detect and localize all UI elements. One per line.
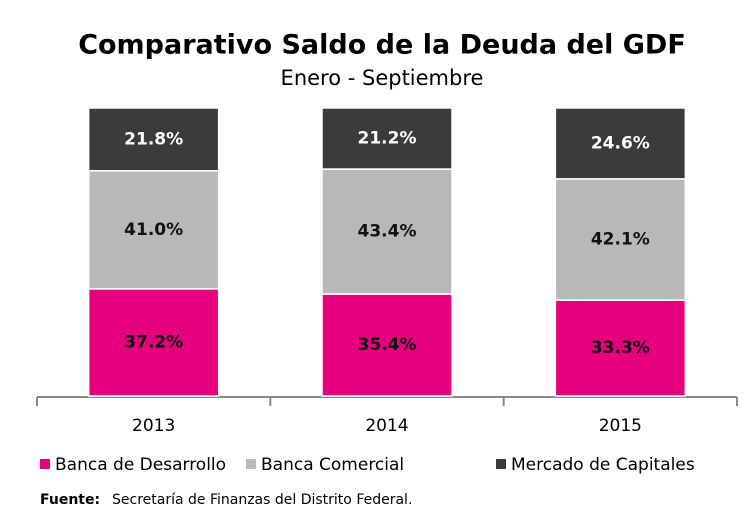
legend-label: Banca de Desarrollo xyxy=(55,455,226,475)
data-label: 35.4% xyxy=(358,335,417,355)
legend-marker xyxy=(246,459,256,469)
x-tick-label: 2014 xyxy=(365,416,408,436)
data-label: 43.4% xyxy=(358,222,417,242)
data-label: 24.6% xyxy=(591,133,650,153)
data-label: 37.2% xyxy=(124,332,183,352)
data-label: 41.0% xyxy=(124,220,183,240)
bar-segment xyxy=(321,107,453,170)
data-label: 21.2% xyxy=(358,129,417,149)
bar-segment xyxy=(321,168,453,295)
legend-marker xyxy=(40,459,50,469)
chart-title: Comparativo Saldo de la Deuda del GDF xyxy=(78,30,686,61)
bar-segment xyxy=(87,170,220,290)
legend-label: Mercado de Capitales xyxy=(511,455,695,475)
legend-marker xyxy=(496,459,506,469)
bar-segment xyxy=(87,288,220,397)
source: Secretaría de Finanzas del Distrito Fede… xyxy=(112,492,412,508)
chart-subtitle: Enero - Septiembre xyxy=(281,66,484,90)
data-label: 42.1% xyxy=(591,229,650,249)
bar-segment xyxy=(554,178,687,301)
source-label: Fuente: xyxy=(40,492,100,508)
bar-segment xyxy=(321,293,453,397)
x-tick-label: 2015 xyxy=(599,416,642,436)
legend-label: Banca Comercial xyxy=(261,455,404,475)
data-label: 33.3% xyxy=(591,338,650,358)
x-tick-label: 2013 xyxy=(132,416,175,436)
data-label: 21.8% xyxy=(124,129,183,149)
bar-segment xyxy=(87,107,220,172)
bar-segment xyxy=(554,107,687,180)
